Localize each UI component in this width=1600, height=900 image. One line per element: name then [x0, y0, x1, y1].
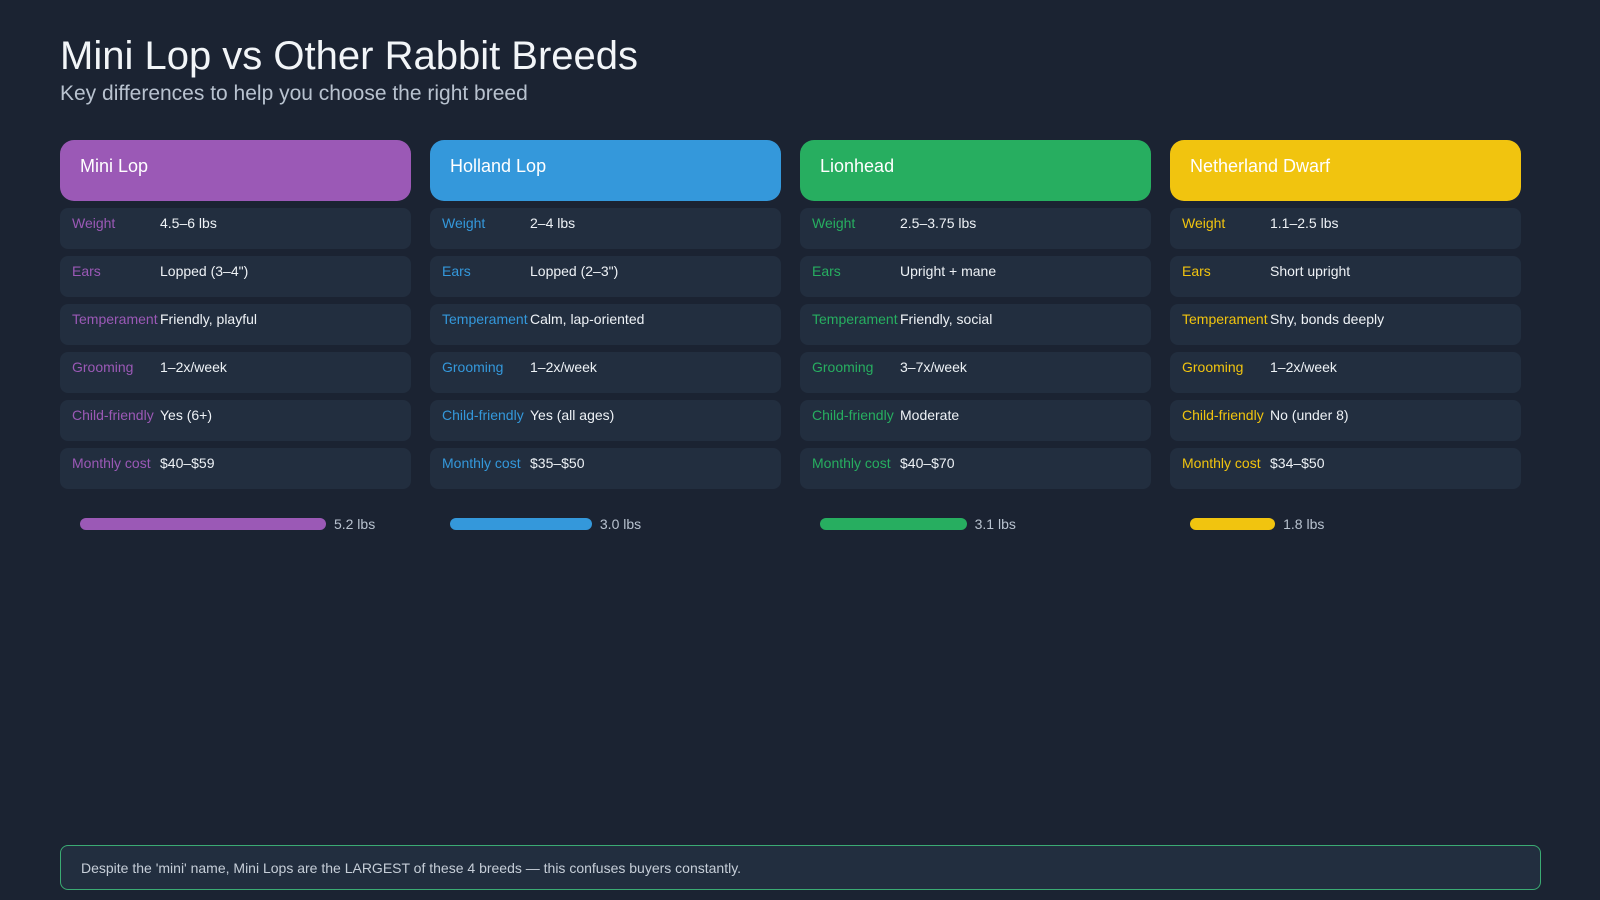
attribute-label: Temperament — [1182, 311, 1268, 327]
attribute-label: Monthly cost — [812, 455, 891, 471]
attribute-label: Ears — [1182, 263, 1211, 279]
attribute-label: Ears — [812, 263, 841, 279]
attribute-label: Child-friendly — [442, 407, 524, 423]
attribute-label: Child-friendly — [72, 407, 154, 423]
weight-bar — [450, 518, 592, 530]
attribute-value: $35–$50 — [530, 455, 585, 471]
attribute-row: Monthly cost $40–$70 — [800, 448, 1151, 489]
weight-bar-row: 1.8 lbs — [1170, 516, 1521, 532]
weight-bar-row: 3.0 lbs — [430, 516, 781, 532]
breed-card: Holland Lop Weight 2–4 lbs Ears Lopped (2–3"… — [430, 140, 781, 532]
attribute-label: Ears — [442, 263, 471, 279]
attribute-label: Weight — [72, 215, 116, 231]
weight-bar-label: 5.2 lbs — [333, 516, 376, 532]
attribute-row: Monthly cost $34–$50 — [1170, 448, 1521, 489]
weight-bar — [820, 518, 967, 530]
attribute-row: Grooming 1–2x/week — [1170, 352, 1521, 393]
attribute-label: Grooming — [1182, 359, 1244, 375]
attribute-value: Yes (6+) — [160, 407, 213, 423]
attribute-label: Temperament — [812, 311, 898, 327]
weight-bar — [1190, 518, 1276, 530]
page-subtitle: Key differences to help you choose the r… — [60, 82, 528, 105]
attribute-row: Weight 4.5–6 lbs — [60, 208, 411, 249]
footer-note: Despite the 'mini' name, Mini Lops are t… — [60, 845, 1541, 890]
weight-bar-row: 3.1 lbs — [800, 516, 1151, 532]
attribute-label: Grooming — [72, 359, 134, 375]
attribute-row: Child-friendly Yes (6+) — [60, 400, 411, 441]
attribute-label: Temperament — [442, 311, 528, 327]
attribute-label: Monthly cost — [72, 455, 151, 471]
attribute-row: Temperament Shy, bonds deeply — [1170, 304, 1521, 345]
attribute-label: Weight — [1182, 215, 1226, 231]
attribute-value: Lopped (2–3") — [530, 263, 619, 279]
attribute-value: Shy, bonds deeply — [1270, 311, 1385, 327]
attribute-row: Weight 2.5–3.75 lbs — [800, 208, 1151, 249]
attribute-label: Weight — [812, 215, 856, 231]
breed-header: Netherland Dwarf — [1170, 140, 1521, 201]
attribute-value: Friendly, playful — [160, 311, 258, 327]
attribute-value: Upright + mane — [900, 263, 997, 279]
attribute-row: Temperament Friendly, social — [800, 304, 1151, 345]
breed-header: Holland Lop — [430, 140, 781, 201]
attribute-label: Grooming — [442, 359, 504, 375]
attribute-value: Lopped (3–4") — [160, 263, 249, 279]
attribute-label: Monthly cost — [1182, 455, 1261, 471]
attribute-value: 2–4 lbs — [530, 215, 576, 231]
attribute-label: Weight — [442, 215, 486, 231]
attribute-value: $34–$50 — [1270, 455, 1325, 471]
breed-header: Mini Lop — [60, 140, 411, 201]
attribute-label: Ears — [72, 263, 101, 279]
attribute-label: Grooming — [812, 359, 874, 375]
attribute-label: Child-friendly — [812, 407, 894, 423]
attribute-value: 4.5–6 lbs — [160, 215, 217, 231]
weight-bar-row: 5.2 lbs — [60, 516, 411, 532]
attribute-row: Grooming 1–2x/week — [430, 352, 781, 393]
weight-bar-label: 3.0 lbs — [599, 516, 642, 532]
attribute-row: Grooming 3–7x/week — [800, 352, 1151, 393]
attribute-label: Monthly cost — [442, 455, 521, 471]
attribute-value: 3–7x/week — [900, 359, 967, 375]
attribute-value: Short upright — [1270, 263, 1351, 279]
attribute-row: Weight 2–4 lbs — [430, 208, 781, 249]
attribute-row: Ears Upright + mane — [800, 256, 1151, 297]
attribute-value: 1.1–2.5 lbs — [1270, 215, 1339, 231]
weight-bar-label: 3.1 lbs — [974, 516, 1016, 532]
attribute-value: Yes (all ages) — [530, 407, 615, 423]
page-title: Mini Lop vs Other Rabbit Breeds — [60, 34, 639, 78]
attribute-row: Child-friendly Moderate — [800, 400, 1151, 441]
attribute-value: Calm, lap-oriented — [530, 311, 645, 327]
attribute-row: Ears Lopped (3–4") — [60, 256, 411, 297]
attribute-row: Monthly cost $35–$50 — [430, 448, 781, 489]
attribute-label: Temperament — [72, 311, 158, 327]
attribute-value: No (under 8) — [1270, 407, 1349, 423]
attribute-row: Weight 1.1–2.5 lbs — [1170, 208, 1521, 249]
attribute-row: Temperament Calm, lap-oriented — [430, 304, 781, 345]
breed-card: Lionhead Weight 2.5–3.75 lbs Ears Upright + … — [800, 140, 1151, 532]
attribute-row: Ears Short upright — [1170, 256, 1521, 297]
breed-card: Mini Lop Weight 4.5–6 lbs Ears Lopped (3–4")… — [60, 140, 411, 532]
attribute-row: Grooming 1–2x/week — [60, 352, 411, 393]
attribute-label: Child-friendly — [1182, 407, 1264, 423]
breed-card: Netherland Dwarf Weight 1.1–2.5 lbs Ears Sho… — [1170, 140, 1521, 532]
attribute-value: $40–$59 — [160, 455, 215, 471]
attribute-row: Temperament Friendly, playful — [60, 304, 411, 345]
attribute-value: Moderate — [900, 407, 960, 423]
attribute-value: $40–$70 — [900, 455, 955, 471]
attribute-value: Friendly, social — [900, 311, 993, 327]
attribute-row: Ears Lopped (2–3") — [430, 256, 781, 297]
attribute-value: 2.5–3.75 lbs — [900, 215, 977, 231]
weight-bar — [80, 518, 326, 530]
weight-bar-label: 1.8 lbs — [1283, 516, 1325, 532]
attribute-value: 1–2x/week — [530, 359, 597, 375]
attribute-row: Child-friendly Yes (all ages) — [430, 400, 781, 441]
attribute-value: 1–2x/week — [160, 359, 227, 375]
attribute-row: Child-friendly No (under 8) — [1170, 400, 1521, 441]
attribute-row: Monthly cost $40–$59 — [60, 448, 411, 489]
attribute-value: 1–2x/week — [1270, 359, 1337, 375]
breed-header: Lionhead — [800, 140, 1151, 201]
